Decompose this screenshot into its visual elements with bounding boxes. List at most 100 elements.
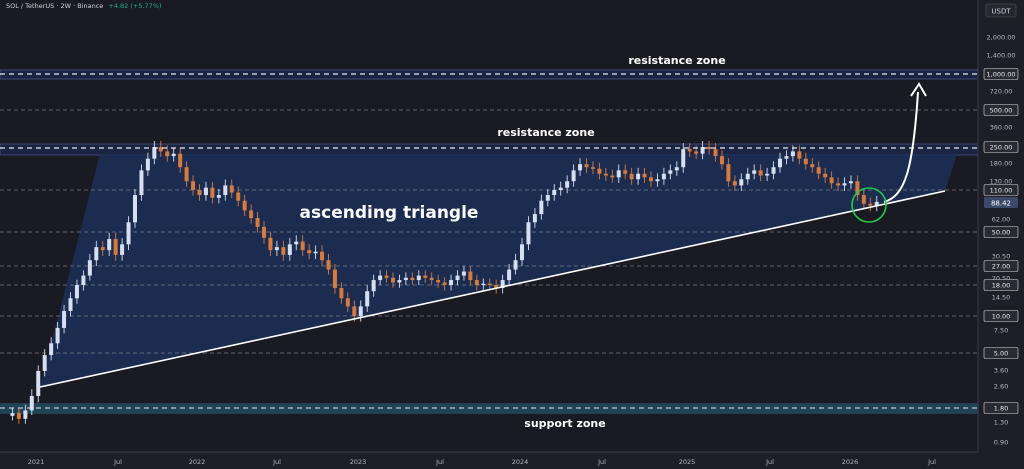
- candle-body: [229, 185, 234, 193]
- candle-body: [300, 241, 305, 251]
- candle: [62, 304, 67, 334]
- candle: [823, 167, 828, 183]
- current-price-tag: [984, 197, 1018, 208]
- x-tick-label: 2022: [189, 458, 206, 466]
- candle: [216, 189, 221, 204]
- candle: [126, 216, 131, 251]
- y-tick-label: 2.60: [994, 383, 1008, 391]
- candle-body: [468, 271, 473, 281]
- candle-body: [133, 195, 137, 223]
- y-tick-label: 30.50: [992, 253, 1011, 261]
- candle-body: [126, 222, 131, 245]
- candle: [178, 147, 183, 173]
- candle-body: [623, 170, 628, 174]
- candle: [455, 270, 460, 285]
- candle-body: [848, 181, 853, 184]
- candle-body: [410, 277, 415, 281]
- candle-body: [391, 277, 395, 283]
- level-price-box: [983, 226, 1019, 238]
- candle: [326, 253, 331, 275]
- candle: [16, 408, 21, 424]
- candle-body: [120, 244, 125, 255]
- candle: [133, 189, 137, 228]
- level-price-box: [983, 68, 1019, 80]
- candle: [565, 175, 570, 194]
- candle-body: [752, 170, 757, 174]
- candle: [423, 270, 428, 283]
- candle-body: [281, 247, 286, 255]
- candle: [552, 184, 557, 201]
- candle-body: [203, 187, 208, 196]
- candle-body: [642, 173, 647, 178]
- candle-body: [236, 192, 241, 201]
- candle-body: [803, 158, 808, 165]
- candle-body: [81, 275, 86, 285]
- candle: [687, 143, 692, 157]
- candle-body: [94, 247, 99, 261]
- candle: [410, 272, 415, 285]
- candle: [719, 150, 724, 170]
- candle-body: [326, 260, 331, 270]
- candle: [436, 274, 441, 288]
- candle: [236, 186, 241, 207]
- candle: [681, 143, 686, 173]
- candle: [603, 167, 608, 182]
- candle-body: [403, 277, 408, 281]
- candle: [649, 171, 653, 187]
- candle: [855, 175, 860, 201]
- candle-body: [152, 147, 157, 159]
- breakout-projection-arrow: [883, 91, 919, 203]
- candle: [145, 152, 150, 176]
- candle: [629, 167, 634, 185]
- level-price-label: 110.00: [990, 187, 1013, 195]
- arrowhead-icon: [910, 82, 927, 97]
- candle-body: [10, 413, 15, 416]
- candle: [500, 274, 505, 294]
- candle: [352, 300, 357, 322]
- y-tick-label: 180.00: [990, 160, 1013, 168]
- time-axis[interactable]: [0, 452, 978, 469]
- candle-body: [442, 282, 447, 285]
- candle: [848, 175, 853, 189]
- candle-body: [500, 280, 505, 289]
- candle-body: [784, 156, 789, 159]
- candle-body: [113, 239, 118, 255]
- candle: [371, 274, 376, 297]
- candle-body: [210, 187, 215, 198]
- x-tick-label: Jul: [597, 458, 606, 466]
- candle: [274, 240, 279, 256]
- triangle-support-trendline[interactable]: [39, 190, 946, 388]
- candle: [378, 270, 383, 285]
- candle: [68, 292, 73, 317]
- candle: [120, 238, 125, 261]
- candle: [87, 253, 92, 281]
- candle: [474, 274, 479, 291]
- level-price-box: [983, 141, 1019, 153]
- candle: [726, 158, 731, 187]
- level-price-box: [983, 279, 1019, 291]
- candle-body: [423, 275, 428, 278]
- candle-body: [416, 275, 421, 281]
- candle: [449, 274, 454, 291]
- candle: [113, 232, 118, 261]
- candle-body: [739, 179, 744, 186]
- candle-body: [100, 247, 105, 251]
- candle-body: [597, 168, 602, 174]
- candle: [868, 197, 873, 212]
- level-price-label: 27.00: [992, 263, 1011, 271]
- candle: [10, 408, 15, 421]
- candle-body: [707, 147, 712, 150]
- candle-body: [262, 226, 266, 238]
- candle: [778, 152, 782, 173]
- y-tick-label: 1.30: [994, 419, 1008, 427]
- candle: [55, 321, 60, 349]
- candle-body: [49, 343, 54, 356]
- candle: [765, 167, 770, 182]
- candle-body: [758, 170, 763, 176]
- candle-body: [649, 177, 653, 182]
- candle-body: [687, 149, 692, 152]
- candle: [732, 175, 737, 191]
- candle-body: [629, 173, 634, 180]
- candle-body: [158, 147, 163, 152]
